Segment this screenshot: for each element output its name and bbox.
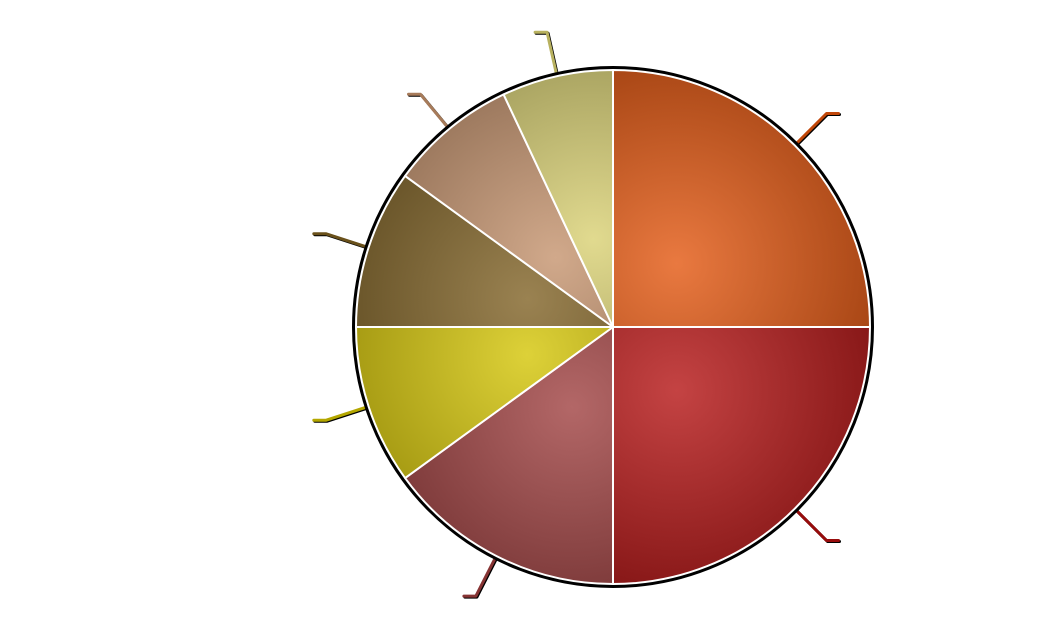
leader-line-2: [790, 504, 840, 542]
leader-line-7: [533, 30, 560, 82]
pie-slice-3: [404, 326, 614, 585]
leader-line-3: [462, 550, 500, 598]
leader-line-5: [312, 232, 374, 251]
pie-slice-6: [404, 93, 614, 328]
pie-slice-2: [612, 326, 871, 585]
pie-slice-7: [502, 69, 614, 328]
leader-line-6: [407, 92, 454, 134]
pie-slice-1: [612, 69, 871, 328]
leader-line-4: [312, 403, 374, 422]
leader-line-1: [790, 112, 840, 150]
leader-lines: [312, 30, 840, 598]
pie-slices: [355, 69, 871, 585]
pie-slice-4: [355, 326, 614, 480]
pie-slice-5: [355, 174, 614, 328]
